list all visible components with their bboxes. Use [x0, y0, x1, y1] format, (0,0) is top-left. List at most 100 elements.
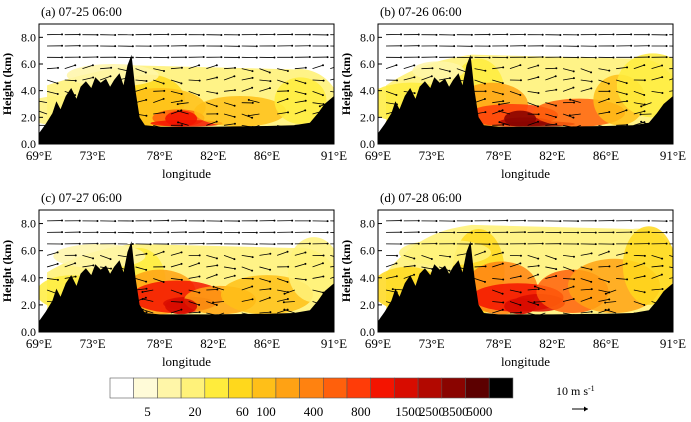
plot-area — [378, 24, 673, 144]
wind-vector-head — [216, 76, 219, 79]
wind-vector — [580, 87, 592, 92]
wind-vector-head — [282, 301, 285, 304]
x-tick-label: 69°E — [365, 148, 391, 163]
wind-vector-head — [286, 308, 289, 311]
wind-vector — [206, 265, 218, 268]
wind-vector-head — [488, 243, 491, 246]
wind-vector-head — [537, 64, 540, 67]
wind-vector-head — [202, 33, 205, 36]
wind-vector-head — [233, 89, 236, 92]
wind-vector — [641, 102, 652, 107]
wind-vector — [241, 68, 253, 72]
wind-vector-head — [559, 220, 562, 223]
wind-vector-head — [647, 33, 650, 36]
wind-vector-head — [233, 115, 236, 118]
wind-vector-head — [537, 113, 540, 116]
wind-vector-head — [626, 66, 629, 69]
wind-vector-head — [679, 268, 681, 270]
wind-vector-head — [322, 275, 325, 278]
wind-vector-head — [484, 90, 487, 93]
wind-vector-head — [625, 251, 628, 254]
wind-vector-head — [488, 45, 491, 48]
wind-vector-head — [233, 104, 236, 107]
wind-vector — [330, 67, 334, 70]
wind-vector-head — [519, 311, 522, 314]
plot-area — [39, 24, 334, 144]
wind-vector-head — [180, 66, 183, 69]
wind-vector-head — [247, 114, 250, 117]
wind-vector-head — [184, 56, 187, 59]
wind-vector — [223, 255, 235, 260]
wind-vector-head — [216, 92, 219, 95]
wind-vector-head — [145, 268, 148, 271]
wind-vector-head — [665, 242, 668, 245]
wind-vector-head — [149, 231, 152, 234]
wind-vector — [223, 102, 235, 107]
wind-vector — [330, 78, 334, 81]
wind-vector-head — [612, 44, 615, 47]
wind-vector-head — [322, 79, 325, 82]
wind-vector-head — [109, 75, 112, 78]
wind-vector — [277, 278, 288, 283]
y-axis-label: Height (km) — [0, 53, 14, 115]
wind-vector-head — [308, 242, 311, 245]
x-tick-label: 82°E — [200, 148, 226, 163]
wind-vector-head — [626, 100, 629, 103]
wind-vector — [616, 124, 628, 126]
wind-vector — [562, 266, 574, 272]
wind-vector-head — [198, 79, 201, 82]
wind-vector-head — [604, 301, 607, 304]
wind-vector-head — [519, 254, 522, 257]
wind-vector — [509, 301, 521, 306]
wind-vector — [545, 275, 557, 279]
wind-vector-head — [519, 94, 522, 97]
wind-vector-head — [430, 75, 433, 78]
wind-vector — [188, 79, 200, 82]
wind-vector — [64, 64, 76, 70]
wind-vector-head — [251, 269, 254, 272]
y-tick-label: 6.0 — [21, 57, 36, 71]
wind-vector-head — [679, 286, 681, 288]
wind-vector — [241, 87, 253, 92]
wind-vector-head — [435, 33, 438, 36]
wind-vector-head — [304, 93, 307, 96]
wind-vector — [509, 289, 521, 293]
wind-vector-head — [555, 274, 558, 277]
wind-vector-head — [202, 56, 205, 59]
wind-vector — [562, 255, 575, 258]
wind-vector-head — [215, 303, 218, 306]
wind-vector-head — [470, 45, 473, 48]
wind-vector — [284, 309, 295, 314]
wind-vector — [545, 255, 556, 260]
wind-vector-head — [643, 64, 646, 67]
wind-vector — [46, 251, 58, 256]
wind-vector — [474, 68, 486, 72]
wind-vector-head — [177, 121, 180, 124]
panel-b: 0.0 2.0 4.0 6.0 8.0 69°E 73°E 78°E 82°E 86°E 91°E (… — [339, 4, 686, 181]
colorbar-box — [228, 377, 253, 399]
wind-vector-head — [640, 105, 643, 108]
wind-vector — [39, 110, 48, 115]
wind-vector-head — [643, 94, 646, 97]
x-tick-label: 86°E — [593, 336, 619, 351]
wind-vector — [385, 64, 397, 70]
shading-patch — [622, 226, 673, 305]
wind-vector-head — [519, 275, 522, 278]
wind-vector-head — [523, 242, 526, 245]
wind-vector — [223, 113, 235, 118]
wind-vector-head — [198, 311, 201, 314]
wind-vector — [439, 255, 451, 258]
wind-vector-head — [131, 56, 134, 59]
shading-patch — [53, 243, 146, 269]
wind-vector-head — [255, 243, 258, 246]
wind-vector-head — [590, 87, 593, 90]
y-axis-label: Height (km) — [339, 240, 353, 302]
wind-vector-head — [643, 291, 646, 294]
wind-vector — [294, 263, 306, 268]
wind-vector-head — [198, 254, 201, 257]
wind-vector-head — [326, 220, 329, 223]
colorbar-box — [109, 377, 135, 399]
wind-vector — [277, 111, 289, 115]
wind-vector-head — [180, 124, 183, 127]
wind-vector — [277, 68, 288, 72]
